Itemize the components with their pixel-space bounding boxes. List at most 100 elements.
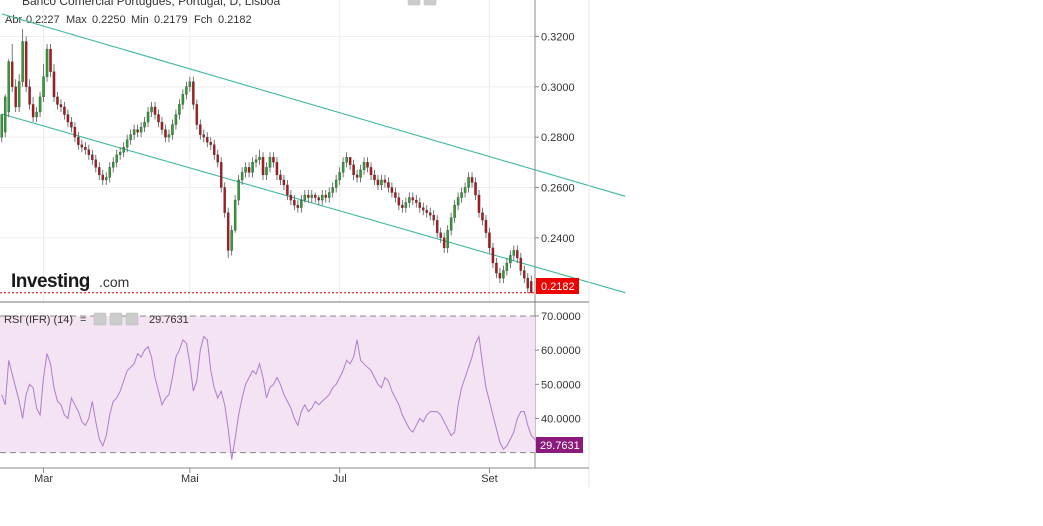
title-close-button[interactable] — [423, 0, 437, 6]
rsi-value-label: 29.7631 — [149, 314, 189, 326]
candle-body — [251, 162, 254, 173]
candle-body — [359, 169, 362, 178]
channel-upper-line — [1, 13, 626, 197]
candle — [185, 81, 188, 100]
time-axis: Mar Mai Jul Set — [0, 467, 589, 485]
candle — [512, 245, 516, 261]
candle — [383, 174, 387, 188]
candle — [355, 169, 359, 183]
rsi-settings-button[interactable] — [93, 312, 107, 326]
candle-body — [87, 149, 91, 155]
candle — [195, 99, 199, 130]
candle — [188, 76, 192, 92]
price-axis: 0.3200 0.3000 0.2800 0.2600 0.2400 — [534, 0, 590, 487]
candle — [258, 149, 261, 165]
rsi-close-button[interactable] — [125, 312, 139, 326]
candle — [202, 129, 206, 143]
candle — [0, 114, 3, 143]
ohlc-high-label: Max — [66, 14, 87, 26]
candle-body — [484, 220, 488, 233]
candle-body — [463, 187, 467, 193]
candle — [530, 275, 533, 294]
time-ticks: Mar Mai Jul Set — [34, 468, 498, 485]
candle-body — [453, 204, 456, 218]
candle — [237, 174, 240, 206]
candle — [334, 174, 338, 193]
candle — [105, 172, 108, 185]
candle — [359, 164, 362, 183]
candle-body — [49, 48, 52, 72]
candle-body — [219, 162, 223, 188]
candle-body — [174, 114, 178, 125]
candle-body — [254, 159, 258, 163]
time-tick-label: Mar — [34, 473, 53, 485]
candle-body — [164, 129, 167, 138]
candle-body — [209, 142, 212, 145]
candle-body — [286, 184, 289, 196]
time-tick-label: Mai — [181, 473, 199, 485]
ohlc-low-value: 0.2179 — [154, 14, 188, 26]
candle-body — [282, 179, 286, 186]
candle — [307, 190, 310, 203]
channel-lower-line — [1, 113, 626, 294]
candle — [442, 232, 446, 253]
candle-body — [397, 197, 401, 206]
candle — [101, 169, 104, 185]
ohlc-readout: Abr 0.2227 Max 0.2250 Min 0.2179 Fch 0.2… — [5, 14, 252, 26]
candle — [206, 132, 209, 148]
candle — [425, 205, 428, 218]
candle-body — [401, 204, 404, 208]
price-tick-label: 0.3200 — [541, 31, 575, 43]
candle-body — [442, 237, 446, 249]
candle-body — [523, 270, 526, 279]
candle-body — [115, 154, 118, 163]
ohlc-high-value: 0.2250 — [92, 14, 126, 26]
candle — [324, 190, 327, 203]
candle-body — [192, 81, 195, 105]
candle — [31, 96, 35, 123]
candle — [63, 101, 66, 120]
candle — [380, 174, 383, 191]
candle-body — [509, 255, 512, 264]
candle-body — [63, 106, 66, 115]
candle-body — [195, 104, 199, 125]
candle — [73, 122, 77, 143]
rsi-tick-label: 60.0000 — [541, 345, 581, 357]
candle-body — [321, 194, 324, 201]
candle-body — [275, 162, 279, 176]
candle — [460, 187, 463, 203]
candle-body — [17, 81, 21, 108]
rsi-hide-button[interactable] — [109, 312, 123, 326]
candle-body — [139, 126, 143, 133]
price-grid — [0, 0, 535, 302]
candle-body — [481, 212, 484, 221]
candle-body — [307, 194, 310, 198]
candle-body — [111, 162, 115, 168]
candle — [7, 59, 10, 118]
candle-body — [519, 257, 523, 271]
candle-body — [394, 192, 397, 198]
candle-body — [73, 126, 77, 138]
candle-body — [376, 179, 380, 186]
candle — [28, 79, 31, 110]
candle — [139, 122, 143, 138]
candle-body — [348, 157, 352, 165]
candle-body — [289, 194, 293, 201]
candle-body — [240, 172, 244, 181]
investing-logo: Investing .com — [11, 271, 129, 292]
candle — [439, 227, 442, 243]
candle-body — [474, 182, 477, 196]
candle — [111, 157, 115, 173]
candle — [467, 172, 470, 193]
price-tick-label: 0.2600 — [541, 182, 575, 194]
candle — [84, 142, 87, 155]
candle — [230, 225, 233, 256]
candle-body — [526, 277, 530, 289]
candle — [157, 109, 160, 128]
candle — [415, 195, 418, 208]
candle — [181, 89, 185, 110]
candle-body — [185, 86, 188, 95]
title-settings-button[interactable] — [407, 0, 421, 6]
candle-body — [129, 134, 132, 140]
